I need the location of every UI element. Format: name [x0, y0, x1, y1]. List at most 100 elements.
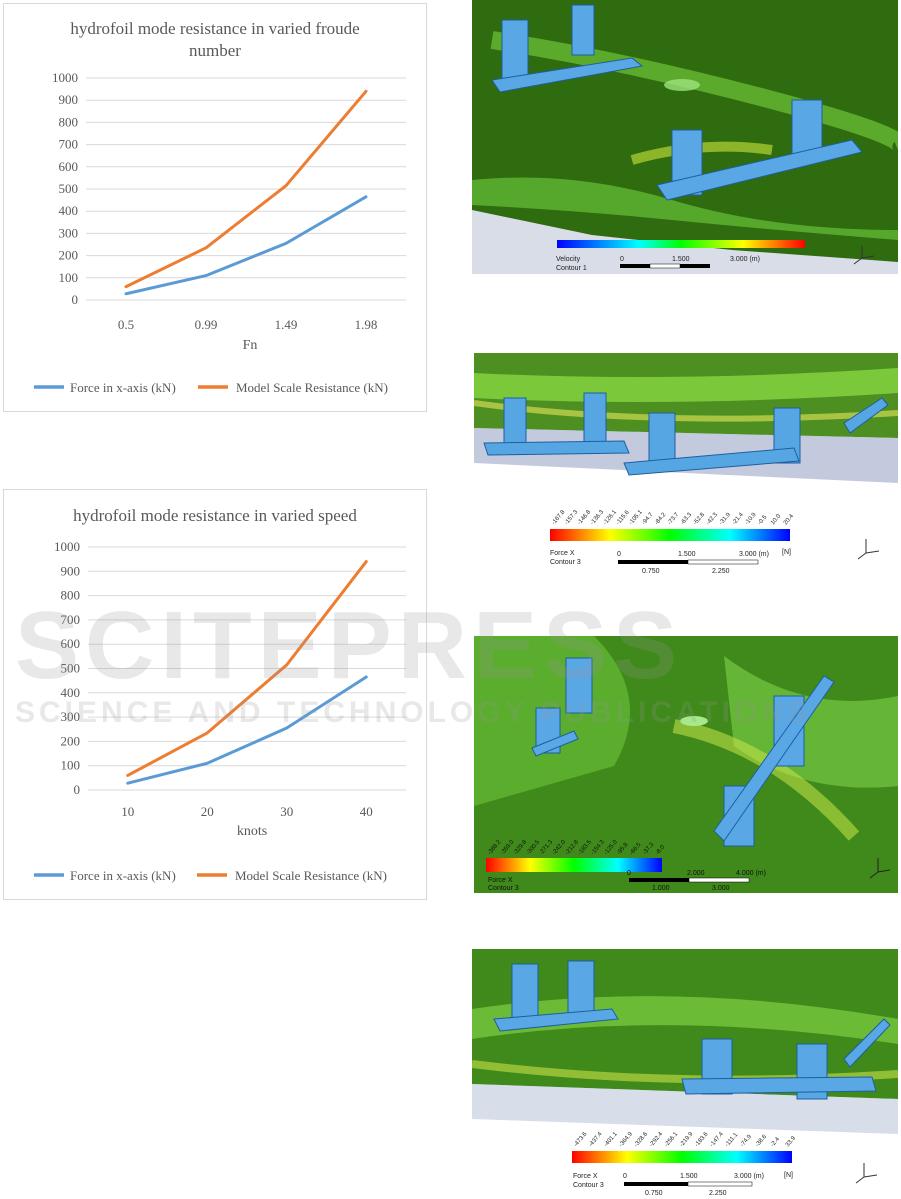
- series-line-force: [126, 675, 368, 785]
- x-tick-label: 30: [280, 804, 293, 819]
- data-point: [124, 292, 128, 295]
- y-tick-label: 700: [59, 137, 79, 152]
- froude-chart-svg: hydrofoil mode resistance in varied frou…: [34, 19, 406, 395]
- scale-sub-0: 0.750: [642, 568, 660, 575]
- speed-chart-svg: hydrofoil mode resistance in varied spee…: [34, 506, 406, 883]
- force-contour-name: Contour 3: [550, 559, 581, 566]
- y-tick-label: 1000: [52, 70, 78, 85]
- y-tick-label: 1000: [54, 539, 80, 554]
- x-axis-label: Fn: [243, 338, 258, 353]
- legend-label-model: Model Scale Resistance (kN): [236, 380, 388, 395]
- series-line-model: [126, 560, 368, 777]
- y-tick-label: 0: [72, 292, 79, 307]
- y-tick-label: 300: [61, 709, 81, 724]
- scale-0: 0: [617, 551, 621, 558]
- velocity-scale-0: 0: [620, 256, 624, 263]
- chart-title-line-2: number: [189, 41, 241, 60]
- hydrofoil-model: [491, 4, 863, 201]
- force-unit: [N]: [784, 1172, 793, 1179]
- data-point: [206, 731, 209, 735]
- speed-chart: hydrofoil mode resistance in varied spee…: [3, 489, 427, 900]
- x-tick-label: 40: [360, 804, 373, 819]
- legend-tick-label: -2.4: [770, 1136, 782, 1148]
- legend-tick-label: -0.5: [757, 514, 769, 526]
- axis-triad-icon: [855, 1163, 878, 1184]
- force-contour-render: -167.8-157.3-146.8-136.3-126.1-115.6-105…: [474, 353, 898, 577]
- y-tick-label: 300: [59, 225, 79, 240]
- simulation-image-force-x-2: -388.2 -359.0 -329.8 -300.5 -271.3 -242.0 -212…: [474, 636, 898, 893]
- x-tick-label: 20: [201, 804, 214, 819]
- y-tick-label: 900: [61, 563, 81, 578]
- force-legend-bar: [486, 858, 662, 872]
- data-point: [204, 246, 208, 250]
- scale-2: 4.000 (m): [736, 870, 766, 877]
- chart-title-line-1: hydrofoil mode resistance in varied spee…: [73, 506, 357, 525]
- legend-label-force: Force in x-axis (kN): [70, 380, 176, 395]
- data-point: [285, 663, 288, 667]
- data-point: [126, 781, 129, 785]
- x-tick-label: 10: [121, 804, 134, 819]
- scale-1: 1.500: [678, 551, 696, 558]
- y-tick-label: 200: [61, 733, 81, 748]
- simulation-image-velocity: Velocity Contour 1 0 1.500 3.000 (m): [472, 0, 898, 274]
- y-tick-label: 500: [61, 661, 81, 676]
- force-legend-bar: [550, 529, 790, 541]
- scale-sub-0: 0.750: [645, 1190, 663, 1197]
- scale-1: 2.000: [687, 870, 705, 877]
- data-point: [285, 726, 288, 730]
- hydrofoil-model: [493, 960, 891, 1100]
- hydrofoil-model: [531, 657, 835, 847]
- data-point: [364, 90, 368, 93]
- axis-triad-icon: [857, 539, 880, 560]
- axis-triad-icon: [869, 858, 891, 879]
- data-point: [284, 184, 288, 187]
- y-tick-label: 400: [59, 203, 79, 218]
- scale-2: 3.000 (m): [734, 1173, 764, 1180]
- force-legend-bar: [572, 1151, 792, 1163]
- data-point: [126, 774, 129, 777]
- scale-0: 0: [627, 870, 631, 877]
- force-field-name: Force X: [573, 1173, 598, 1180]
- simulation-image-force-x-1: -167.8 -157.3 -146.8 -136.3 -126.1 -115.6 -105…: [474, 353, 898, 577]
- y-tick-label: 100: [61, 758, 81, 773]
- scale-sub-1: 2.250: [709, 1190, 727, 1197]
- x-tick-label: 1.49: [275, 317, 298, 332]
- scale-sub-1: 2.250: [712, 568, 730, 575]
- data-point: [284, 242, 288, 245]
- data-point: [365, 675, 368, 679]
- velocity-scale-2: 3.000 (m): [730, 256, 760, 263]
- data-point: [365, 560, 368, 563]
- scale-0: 0: [623, 1173, 627, 1180]
- force-field-name: Force X: [550, 550, 575, 557]
- velocity-legend-title: Velocity: [556, 256, 581, 263]
- x-tick-label: 1.98: [355, 317, 378, 332]
- data-point: [364, 195, 368, 198]
- velocity-legend-bar: [557, 240, 805, 248]
- y-tick-label: 400: [61, 685, 81, 700]
- froude-chart: hydrofoil mode resistance in varied frou…: [3, 3, 427, 412]
- simulation-image-force-x-3: -473.6 -437.4 -401.1 -364.9 -328.6 -292.4 -256…: [472, 949, 898, 1197]
- y-tick-label: 800: [61, 588, 81, 603]
- series-line-model: [124, 89, 368, 289]
- force-contour-render: -473.6 -437.4 -401.1 -364.9 -328.6 -292.4 -256…: [472, 949, 898, 1197]
- data-point: [124, 285, 128, 288]
- legend-tick-label: -8.0: [655, 844, 667, 856]
- velocity-contour-render: Velocity Contour 1 0 1.500 3.000 (m): [472, 0, 898, 274]
- y-tick-label: 500: [59, 181, 79, 196]
- force-unit: [N]: [782, 549, 791, 556]
- y-tick-label: 0: [74, 782, 81, 797]
- force-contour-name: Contour 3: [573, 1182, 604, 1189]
- legend-label-force: Force in x-axis (kN): [70, 868, 176, 883]
- y-tick-label: 200: [59, 248, 79, 263]
- scale-1: 1.500: [680, 1173, 698, 1180]
- y-tick-label: 100: [59, 270, 79, 285]
- scale-sub-0: 1.000: [652, 885, 670, 892]
- y-tick-label: 600: [59, 159, 79, 174]
- series-line-force: [124, 195, 368, 296]
- y-tick-label: 600: [61, 636, 81, 651]
- data-point: [206, 762, 209, 765]
- y-tick-label: 700: [61, 612, 81, 627]
- force-field-name: Force X: [488, 877, 513, 884]
- scale-2: 3.000 (m): [739, 551, 769, 558]
- chart-title-line-1: hydrofoil mode resistance in varied frou…: [70, 19, 359, 38]
